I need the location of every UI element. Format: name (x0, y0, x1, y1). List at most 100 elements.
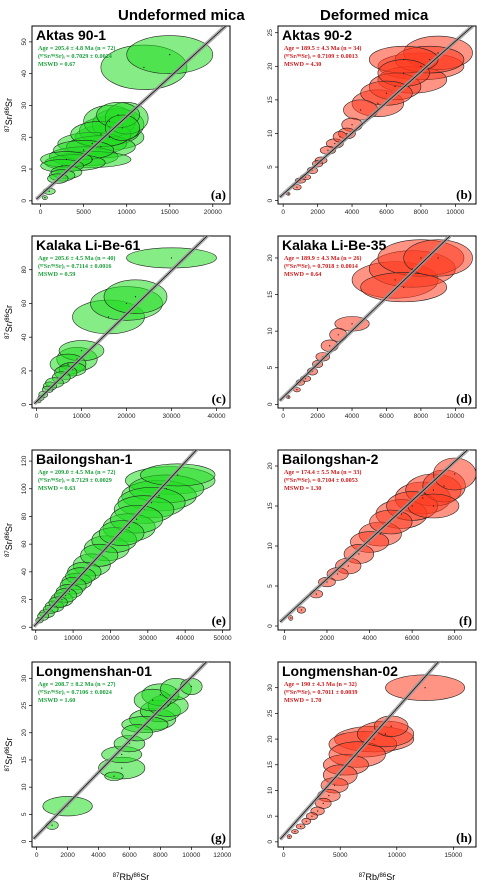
data-point (121, 753, 123, 756)
data-point (134, 296, 137, 298)
isochron-stat: (⁸⁷Sr/⁸⁶Sr)ᵢ = 0.7109 ± 0.0013 (284, 53, 358, 60)
data-point (351, 124, 353, 126)
data-point (159, 694, 161, 696)
y-tick-label: 20 (267, 735, 274, 743)
x-tick-label: 8000 (447, 635, 462, 642)
x-tick-label: 6000 (379, 209, 394, 216)
x-tick-label: 8000 (153, 852, 168, 859)
data-point (403, 72, 405, 74)
x-tick-label: 8000 (414, 413, 429, 420)
isochron-stat: Age = 209.0 ± 4.5 Ma (n = 72) (38, 469, 115, 476)
isochron-line (33, 450, 197, 627)
data-point (136, 518, 138, 520)
data-point (80, 350, 83, 352)
y-tick-label: 0 (267, 198, 274, 202)
x-tick-label: 0 (34, 635, 38, 642)
y-tick-label: 10 (21, 783, 28, 791)
data-point (403, 58, 405, 61)
data-point (67, 363, 69, 365)
x-tick-label: 6000 (122, 852, 137, 859)
data-point (394, 279, 396, 281)
isochron-line (280, 662, 439, 840)
x-tick-label: 0 (35, 852, 39, 859)
y-tick-label: 0 (21, 839, 28, 843)
isochron-stat: Age = 190 ± 4.3 Ma (n = 32) (284, 681, 357, 688)
y-tick-label: 80 (21, 266, 28, 274)
y-tick-label: 10 (267, 327, 274, 335)
panel-title: Bailongshan-1 (36, 451, 133, 467)
panel-title: Kalaka Li-Be-35 (282, 237, 386, 253)
panel-title: Longmenshan-01 (36, 663, 152, 679)
isochron-stat: MSWD = 4.30 (284, 61, 321, 68)
y-tick-label: 0 (267, 402, 274, 406)
y-tick-label: 10 (267, 542, 274, 550)
y-tick-label: 20 (267, 462, 274, 470)
y-tick-label: 15 (267, 761, 274, 769)
data-point (108, 120, 111, 122)
data-point (432, 489, 435, 491)
data-point (328, 795, 330, 797)
x-tick-label: 50000 (213, 635, 231, 642)
header-deformed: Deformed mica (320, 7, 429, 24)
y-tick-label: 50 (21, 38, 28, 46)
data-point (44, 197, 46, 199)
y-tick-label: 0 (267, 840, 274, 844)
panel-letter: (d) (456, 391, 472, 406)
x-tick-label: 2000 (60, 852, 75, 859)
data-point (100, 133, 102, 135)
data-point (61, 165, 63, 167)
x-tick-label: 40000 (207, 413, 225, 420)
y-tick-label: 40 (21, 568, 28, 576)
data-point (152, 699, 154, 701)
y-tick-label: 5 (21, 812, 28, 816)
x-tick-label: 10000 (64, 635, 82, 642)
x-tick-label: 10000 (446, 413, 464, 420)
y-tick-label: 40 (21, 333, 28, 341)
data-point (83, 149, 85, 151)
data-point (329, 345, 331, 347)
isochron-stat: MSWD = 0.67 (38, 61, 75, 68)
isochron-stat: Age = 174.4 ± 5.5 Ma (n = 33) (284, 469, 361, 476)
y-tick-label: 20 (267, 62, 274, 70)
x-tick-label: 40000 (176, 635, 194, 642)
y-axis-label: 87Sr/86Sr (4, 98, 14, 132)
isochron-stat: Age = 189.9 ± 4.3 Ma (n = 26) (284, 255, 361, 262)
data-point (167, 704, 169, 707)
isochron-line (33, 662, 207, 840)
isochron-line (34, 236, 208, 405)
panel-letter: (c) (212, 391, 226, 406)
data-point (327, 149, 329, 151)
data-point (177, 474, 179, 476)
isochron-stat: (⁸⁷Sr/⁸⁶Sr)ᵢ = 0.7018 ± 0.0014 (284, 263, 358, 270)
panel-letter: (f) (459, 613, 472, 628)
isochron-stat: (⁸⁷Sr/⁸⁶Sr)ᵢ = 0.7029 ± 0.0024 (38, 53, 112, 60)
isochron-stat: MSWD = 0.63 (38, 485, 75, 492)
data-point (65, 158, 68, 161)
x-tick-label: 10000 (182, 852, 200, 859)
x-tick-label: 8000 (414, 209, 429, 216)
y-tick-label: 30 (21, 101, 28, 109)
isochron-stat: Age = 205.6 ± 4.5 Ma (n = 40) (38, 255, 115, 262)
data-point (143, 66, 145, 68)
x-tick-label: 10000 (118, 209, 136, 216)
isochron-stat: Age = 208.7 ± 8.2 Ma (n = 27) (38, 681, 115, 688)
isochron-stat: Age = 205.4 ± 4.8 Ma (n = 72) (38, 45, 115, 52)
y-tick-label: 20 (21, 133, 28, 141)
data-point (311, 815, 313, 817)
data-point (411, 505, 413, 507)
y-tick-label: 0 (21, 402, 28, 406)
panel-title: Longmenshan-02 (282, 663, 398, 679)
data-point (428, 58, 431, 61)
isochron-stat: (⁸⁷Sr/⁸⁶Sr)ᵢ = 0.7104 ± 0.0053 (284, 477, 358, 484)
data-point (170, 257, 173, 259)
panel-letter: (a) (211, 187, 226, 202)
panel-6: 0 2000 4000 6000 8000 0 5 10 15 20 Bailongshan-2 Ag… (267, 449, 477, 642)
x-tick-label: 30000 (139, 635, 157, 642)
y-tick-label: 5 (267, 165, 274, 169)
isochron-stat: MSWD = 0.59 (38, 271, 75, 278)
x-tick-label: 15000 (161, 209, 179, 216)
y-tick-label: 120 (21, 455, 28, 466)
data-point (287, 193, 289, 195)
data-point (121, 767, 123, 769)
data-point (287, 396, 289, 398)
